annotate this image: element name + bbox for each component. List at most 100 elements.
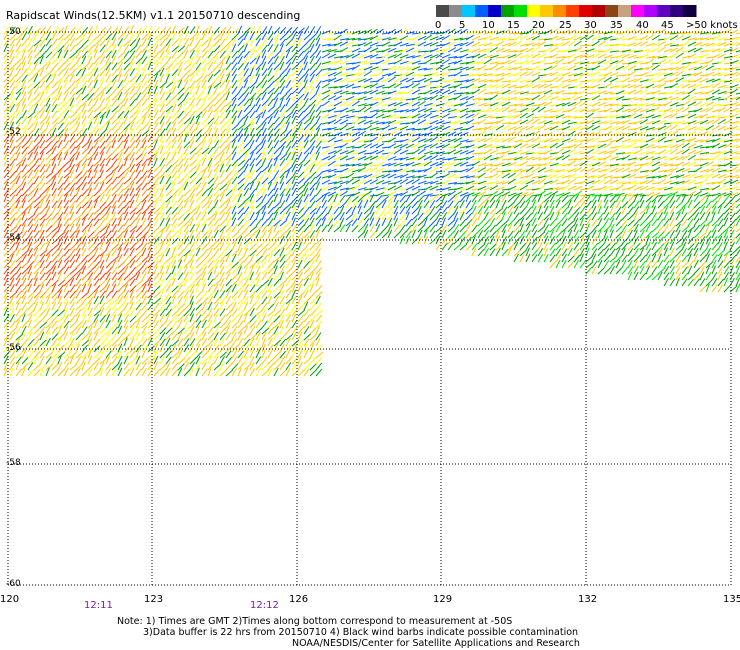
- wind-barb: [393, 162, 403, 167]
- wind-barb: [159, 110, 166, 119]
- wind-barb: [621, 53, 631, 59]
- wind-barb: [93, 285, 101, 293]
- wind-barb: [399, 213, 407, 221]
- wind-barb: [21, 267, 29, 275]
- wind-barb: [435, 151, 445, 155]
- wind-barb: [513, 113, 523, 119]
- wind-barb: [243, 254, 250, 263]
- wind-barb: [495, 96, 505, 101]
- wind-barb: [267, 98, 274, 107]
- wind-barb: [201, 344, 208, 353]
- wind-barb: [105, 230, 112, 239]
- wind-barb: [159, 205, 165, 215]
- wind-barb: [39, 117, 47, 125]
- wind-barb: [195, 147, 203, 155]
- wind-barb: [105, 223, 111, 233]
- wind-barb: [267, 362, 275, 371]
- wind-barb: [273, 147, 281, 155]
- wind-barb: [135, 212, 142, 221]
- wind-barb: [213, 63, 221, 71]
- wind-barb: [165, 296, 172, 305]
- wind-barb: [105, 171, 114, 179]
- wind-barb: [51, 50, 59, 59]
- wind-barb: [249, 92, 257, 101]
- wind-barb: [387, 156, 397, 161]
- wind-barb: [231, 93, 239, 101]
- wind-barb: [123, 91, 129, 101]
- wind-barb: [249, 290, 257, 299]
- wind-barb: [81, 158, 88, 167]
- wind-barb: [465, 91, 475, 95]
- wind-barb: [441, 200, 448, 209]
- wind-barb: [621, 91, 631, 95]
- wind-barb: [363, 103, 373, 107]
- wind-barb: [309, 69, 317, 77]
- wind-barb: [561, 55, 571, 59]
- wind-barb: [315, 291, 323, 299]
- wind-barb: [597, 121, 607, 125]
- wind-barb: [3, 193, 8, 203]
- wind-barb: [549, 64, 558, 71]
- wind-barb: [231, 295, 237, 305]
- wind-barb: [3, 181, 9, 191]
- wind-barb: [321, 155, 331, 161]
- wind-barb: [261, 139, 266, 149]
- wind-barb: [141, 115, 147, 125]
- wind-barb: [447, 205, 453, 215]
- wind-barb: [513, 236, 521, 245]
- wind-barb: [111, 351, 120, 359]
- wind-barb: [399, 98, 410, 101]
- wind-barb: [417, 77, 427, 83]
- wind-barb: [519, 47, 529, 53]
- wind-barb: [267, 75, 275, 83]
- wind-barb: [471, 61, 481, 65]
- wind-barb: [57, 355, 62, 365]
- wind-barb: [219, 265, 225, 275]
- wind-barb: [561, 101, 571, 107]
- wind-barb: [273, 243, 281, 251]
- wind-barb: [117, 325, 123, 335]
- wind-barb: [621, 144, 631, 149]
- wind-barb: [183, 285, 191, 293]
- wind-barb: [405, 224, 412, 233]
- wind-barb: [123, 273, 131, 281]
- wind-barb: [399, 149, 409, 155]
- wind-barb: [219, 326, 227, 335]
- wind-barb: [195, 218, 202, 227]
- wind-barb: [567, 58, 576, 65]
- wind-barb: [411, 35, 421, 41]
- wind-barb: [33, 271, 39, 281]
- wind-barb: [21, 331, 27, 341]
- wind-barb: [261, 243, 269, 251]
- wind-barb: [465, 66, 475, 71]
- wind-barb: [207, 33, 215, 41]
- wind-barb: [411, 142, 420, 149]
- wind-barb: [99, 314, 107, 323]
- wind-barb: [573, 190, 582, 197]
- wind-barb: [207, 188, 214, 197]
- wind-barb: [369, 136, 378, 143]
- wind-barb: [33, 27, 42, 35]
- wind-barb: [357, 163, 367, 167]
- wind-barb: [231, 279, 239, 287]
- wind-barb: [369, 120, 379, 125]
- wind-barb: [87, 79, 93, 89]
- wind-barb: [195, 44, 202, 53]
- wind-barb: [543, 213, 551, 221]
- wind-barb: [519, 43, 529, 47]
- wind-barb: [171, 362, 178, 371]
- wind-barb: [543, 120, 553, 125]
- wind-barb: [429, 32, 439, 35]
- wind-barb: [549, 229, 555, 239]
- wind-barb: [387, 150, 397, 155]
- wind-barb: [87, 121, 93, 131]
- wind-barb: [57, 68, 65, 77]
- wind-barb: [225, 289, 231, 299]
- wind-barb: [33, 182, 41, 191]
- wind-barb: [519, 206, 527, 215]
- wind-barb: [255, 181, 261, 191]
- wind-barb: [147, 302, 154, 311]
- wind-barb: [237, 327, 245, 335]
- wind-barb: [207, 62, 214, 71]
- wind-barb: [249, 147, 258, 155]
